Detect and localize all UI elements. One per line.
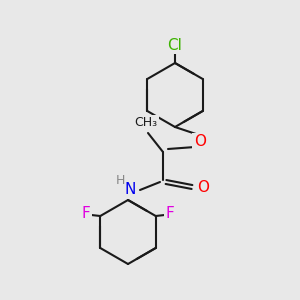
Text: N: N [124, 182, 136, 197]
Text: Cl: Cl [168, 38, 182, 52]
Text: CH₃: CH₃ [134, 116, 158, 130]
Text: O: O [194, 134, 206, 149]
Text: F: F [82, 206, 91, 221]
Text: H: H [115, 173, 125, 187]
Text: O: O [197, 179, 209, 194]
Text: F: F [165, 206, 174, 221]
